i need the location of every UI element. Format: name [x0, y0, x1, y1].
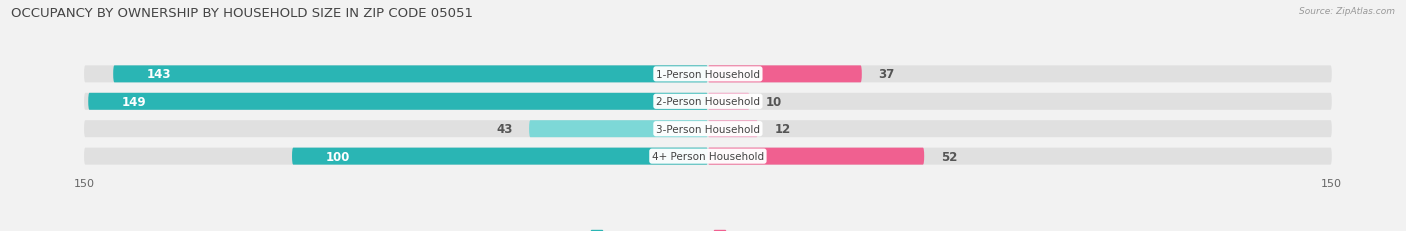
- Text: 10: 10: [766, 95, 782, 108]
- Text: Source: ZipAtlas.com: Source: ZipAtlas.com: [1299, 7, 1395, 16]
- Text: 143: 143: [146, 68, 172, 81]
- Text: 37: 37: [879, 68, 894, 81]
- Text: 100: 100: [325, 150, 350, 163]
- Text: 2-Person Household: 2-Person Household: [657, 97, 759, 107]
- FancyBboxPatch shape: [707, 93, 749, 110]
- Text: OCCUPANCY BY OWNERSHIP BY HOUSEHOLD SIZE IN ZIP CODE 05051: OCCUPANCY BY OWNERSHIP BY HOUSEHOLD SIZE…: [11, 7, 474, 20]
- Text: 149: 149: [121, 95, 146, 108]
- Legend: Owner-occupied, Renter-occupied: Owner-occupied, Renter-occupied: [586, 225, 830, 231]
- FancyBboxPatch shape: [84, 66, 1331, 83]
- FancyBboxPatch shape: [707, 121, 758, 138]
- Text: 43: 43: [496, 123, 512, 136]
- FancyBboxPatch shape: [707, 66, 862, 83]
- Text: 52: 52: [941, 150, 957, 163]
- FancyBboxPatch shape: [89, 93, 707, 110]
- Text: 1-Person Household: 1-Person Household: [657, 70, 759, 79]
- FancyBboxPatch shape: [707, 148, 924, 165]
- Text: 4+ Person Household: 4+ Person Household: [652, 152, 763, 161]
- Text: 3-Person Household: 3-Person Household: [657, 124, 759, 134]
- FancyBboxPatch shape: [529, 121, 707, 138]
- FancyBboxPatch shape: [112, 66, 707, 83]
- FancyBboxPatch shape: [292, 148, 707, 165]
- FancyBboxPatch shape: [84, 121, 1331, 138]
- FancyBboxPatch shape: [84, 93, 1331, 110]
- Text: 12: 12: [775, 123, 790, 136]
- FancyBboxPatch shape: [84, 148, 1331, 165]
